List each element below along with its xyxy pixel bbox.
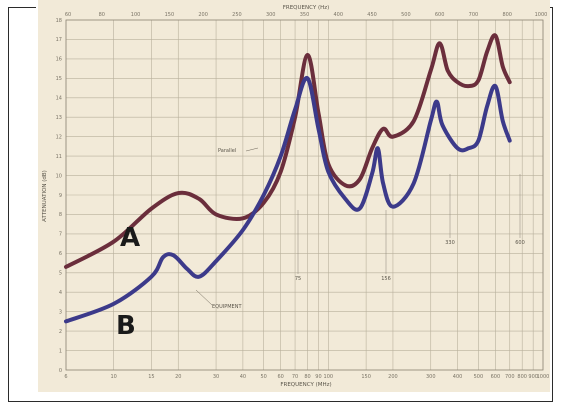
x-tick-label: 200: [388, 374, 398, 380]
top-tick-label: 600: [435, 12, 445, 18]
x-tick-label: 700: [505, 374, 515, 380]
x-tick-label: 6: [64, 374, 67, 380]
x-tick-label: 40: [240, 374, 246, 380]
top-tick-label: 450: [367, 12, 377, 18]
series-line-b: [64, 76, 512, 324]
top-tick-label: 300: [266, 12, 276, 18]
y-axis-title: ATTENUATION (dB): [42, 170, 48, 222]
top-tick-label: 100: [131, 12, 141, 18]
top-tick-label: 80: [99, 12, 105, 18]
y-tick-label: 6: [59, 251, 62, 257]
series-label-b: B: [116, 311, 136, 341]
x-tick-label: 80: [304, 374, 310, 380]
peak-label: 330: [445, 240, 455, 246]
top-tick-label: 1000: [535, 12, 548, 18]
series-label-a: A: [120, 223, 140, 253]
bottom-axis-title: FREQUENCY (MHz): [280, 382, 331, 388]
y-tick-label: 1: [59, 348, 62, 354]
top-tick-label: 500: [401, 12, 411, 18]
top-tick-label: 350: [300, 12, 310, 18]
y-tick-label: 2: [59, 329, 62, 335]
top-tick-label: 200: [198, 12, 208, 18]
x-tick-label: 800: [517, 374, 527, 380]
x-tick-label: 20: [175, 374, 181, 380]
x-tick-label: 1000: [537, 374, 550, 380]
peak-label: 600: [515, 240, 525, 246]
x-tick-label: 70: [292, 374, 298, 380]
x-tick-label: 150: [361, 374, 371, 380]
annotation-leader: [195, 289, 213, 306]
chart-container: 0 1 2 3 4 5 6 7 8 9 10 11 12 13 14 15 16 17 18 6 10 15 20 30 40 5…: [36, 0, 555, 396]
top-tick-label: 150: [165, 12, 175, 18]
peak-label: 156: [381, 276, 391, 282]
y-tick-label: 15: [56, 76, 62, 82]
top-tick-label: 800: [502, 12, 512, 18]
y-tick-label: 11: [56, 154, 62, 160]
y-tick-label: 14: [56, 96, 62, 102]
annotations: Parallel EQUIPMENT 75 156 330 600: [195, 147, 525, 310]
x-tick-label: 30: [213, 374, 219, 380]
x-tick-label: 50: [260, 374, 266, 380]
y-tick-label: 16: [56, 57, 62, 63]
x-tick-label: 90: [315, 374, 321, 380]
x-tick-label: 500: [474, 374, 484, 380]
x-tick-label: 300: [426, 374, 436, 380]
x-tick-label: 600: [491, 374, 501, 380]
y-tick-label: 8: [59, 212, 62, 218]
annotation-parallel: Parallel: [218, 148, 236, 154]
y-tick-label: 5: [59, 271, 62, 277]
y-tick-label: 12: [56, 134, 62, 140]
x-tick-label: 10: [110, 374, 116, 380]
peak-label: 75: [295, 276, 301, 282]
x-tick-label: 15: [148, 374, 154, 380]
top-tick-label: 60: [65, 12, 71, 18]
data-series: [64, 33, 512, 324]
top-tick-label: 250: [232, 12, 242, 18]
paper-background: [38, 0, 550, 392]
top-axis-title: FREQUENCY (Hz): [283, 5, 330, 11]
x-tick-label: 60: [277, 374, 283, 380]
y-tick-label: 0: [59, 368, 62, 374]
top-tick-label: 700: [469, 12, 479, 18]
y-tick-label: 18: [56, 18, 62, 24]
x-tick-label: 900: [528, 374, 538, 380]
plot-border: [65, 19, 544, 371]
x-tick-label: 400: [453, 374, 463, 380]
series-line-a: [64, 33, 512, 269]
annotation-leader: [245, 147, 259, 152]
y-tick-label: 10: [56, 173, 62, 179]
y-tick-label: 17: [56, 37, 62, 43]
y-tick-label: 13: [56, 115, 62, 121]
x-tick-label: 100: [324, 374, 334, 380]
top-tick-label: 400: [334, 12, 344, 18]
y-tick-label: 9: [59, 193, 62, 199]
annotation-equipment: EQUIPMENT: [212, 304, 242, 310]
y-tick-label: 3: [59, 309, 62, 315]
grid-lines: [65, 19, 544, 371]
y-tick-label: 4: [59, 290, 62, 296]
y-tick-label: 7: [59, 232, 62, 238]
